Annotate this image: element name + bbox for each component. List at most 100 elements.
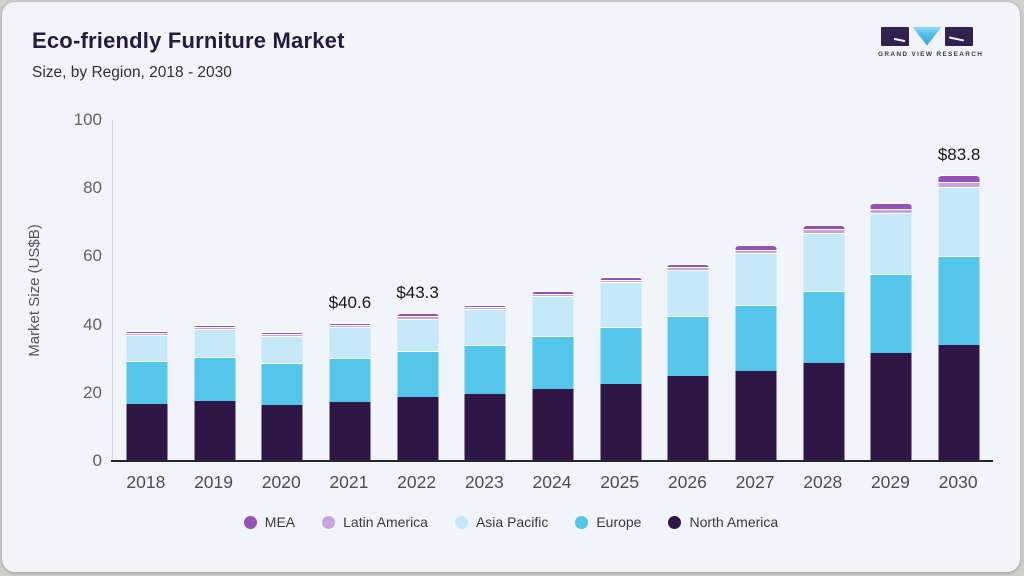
- value-label-2030: $83.8: [937, 145, 981, 165]
- segment-europe: [329, 358, 371, 403]
- segment-latin-america: [329, 324, 371, 328]
- value-label-2021: $40.6: [328, 292, 372, 312]
- segment-asia-pacific: [667, 270, 709, 317]
- y-tick-label: 40: [83, 314, 102, 334]
- segment-north-america: [735, 370, 777, 461]
- segment-mea: [667, 263, 709, 267]
- segment-asia-pacific: [464, 309, 506, 346]
- segment-north-america: [329, 402, 371, 461]
- segment-latin-america: [667, 266, 709, 271]
- legend-item-europe: Europe: [575, 514, 641, 530]
- logo-right-square-icon: [945, 26, 973, 46]
- x-tick-label-2025: 2025: [600, 472, 640, 492]
- page-title: Eco-friendly Furniture Market: [32, 28, 345, 53]
- segment-asia-pacific: [600, 282, 642, 327]
- segment-latin-america: [870, 208, 912, 214]
- segment-north-america: [532, 389, 574, 461]
- bar-slot-2023: [451, 120, 519, 461]
- bar-slot-2019: [181, 120, 249, 461]
- segment-europe: [938, 256, 980, 346]
- segment-asia-pacific: [261, 335, 303, 364]
- legend-item-mea: MEA: [243, 514, 295, 530]
- segment-mea: [532, 291, 574, 294]
- x-tick-label-2029: 2029: [870, 472, 910, 492]
- x-axis-labels: 2018 2019 2020 2021 2022 2023 2024 2025 2026 2027…: [112, 472, 992, 493]
- segment-latin-america: [261, 333, 303, 336]
- x-tick-label-2028: 2028: [803, 472, 843, 492]
- legend-label: Europe: [596, 514, 642, 530]
- page-subtitle: Size, by Region, 2018 - 2030: [32, 64, 232, 81]
- stacked-bar-2020: [261, 332, 303, 461]
- segment-mea: [194, 324, 236, 328]
- gvr-logo: GRAND VIEW RESEARCH: [878, 26, 984, 58]
- gvr-logo-text: GRAND VIEW RESEARCH: [878, 51, 984, 58]
- legend-label: Asia Pacific: [475, 514, 549, 530]
- x-tick-label-2024: 2024: [532, 472, 572, 492]
- stacked-bar-2021: [329, 322, 371, 461]
- logo-left-square-icon: [881, 26, 909, 46]
- segment-asia-pacific: [329, 327, 371, 359]
- bar-slot-2018: [113, 120, 181, 461]
- bar-slot-2028: [790, 120, 858, 461]
- segment-mea: [803, 225, 845, 230]
- segment-europe: [803, 290, 845, 364]
- segment-latin-america: [803, 229, 845, 233]
- segment-latin-america: [735, 249, 777, 253]
- y-tick-label: 0: [92, 451, 102, 470]
- segment-europe: [126, 361, 168, 405]
- segment-asia-pacific: [938, 187, 980, 257]
- y-tick-label: 80: [83, 178, 102, 198]
- bar-slot-2025: [587, 120, 655, 461]
- x-tick-label-2020: 2020: [261, 472, 301, 492]
- segment-north-america: [667, 376, 709, 461]
- bar-slot-2030: $83.8: [925, 120, 993, 461]
- segment-north-america: [397, 396, 439, 461]
- bar-slot-2029: [858, 120, 926, 461]
- segment-europe: [600, 327, 642, 384]
- segment-latin-america: [938, 181, 980, 188]
- x-tick-label-2023: 2023: [464, 472, 504, 492]
- segment-asia-pacific: [194, 329, 236, 357]
- segment-north-america: [600, 383, 642, 461]
- x-tick-label-2027: 2027: [735, 472, 775, 492]
- stacked-bar-2018: [126, 330, 168, 461]
- segment-asia-pacific: [397, 319, 439, 351]
- segment-mea: [735, 245, 777, 250]
- y-axis-title: Market Size (US$B): [25, 224, 43, 357]
- x-axis-line: [111, 460, 993, 462]
- segment-latin-america: [532, 293, 574, 296]
- legend-dot-icon: [243, 515, 257, 529]
- stacked-bar-2028: [803, 225, 845, 461]
- bar-slot-2021: $40.6: [316, 120, 384, 461]
- legend-item-latin-america: Latin America: [322, 514, 428, 530]
- bar-slot-2022: $43.3: [384, 120, 452, 461]
- segment-europe: [464, 345, 506, 395]
- legend-dot-icon: [575, 515, 589, 529]
- segment-latin-america: [600, 279, 642, 282]
- segment-europe: [735, 305, 777, 371]
- bar-slot-2027: [722, 120, 790, 461]
- plot-area: $40.6 $43.3 $83.8: [112, 120, 993, 461]
- segment-north-america: [464, 394, 506, 461]
- segment-asia-pacific: [870, 213, 912, 275]
- segment-europe: [870, 274, 912, 353]
- segment-latin-america: [194, 327, 236, 330]
- x-tick-label-2026: 2026: [667, 472, 707, 492]
- segment-mea: [870, 202, 912, 209]
- segment-north-america: [261, 405, 303, 461]
- segment-mea: [261, 332, 303, 334]
- segment-mea: [464, 304, 506, 307]
- stacked-bar-2029: [870, 202, 912, 461]
- bar-slot-2020: [248, 120, 316, 461]
- segment-mea: [600, 277, 642, 280]
- segment-mea: [397, 313, 439, 317]
- stacked-bar-2027: [735, 245, 777, 461]
- x-tick-label-2030: 2030: [938, 472, 978, 492]
- gvr-logo-marks: [878, 26, 976, 46]
- stacked-bar-2022: [397, 313, 439, 461]
- segment-asia-pacific: [803, 232, 845, 291]
- legend-dot-icon: [668, 515, 682, 529]
- legend-dot-icon: [322, 515, 336, 529]
- stacked-bar-2030: [938, 175, 980, 461]
- y-tick-label: 20: [83, 382, 102, 402]
